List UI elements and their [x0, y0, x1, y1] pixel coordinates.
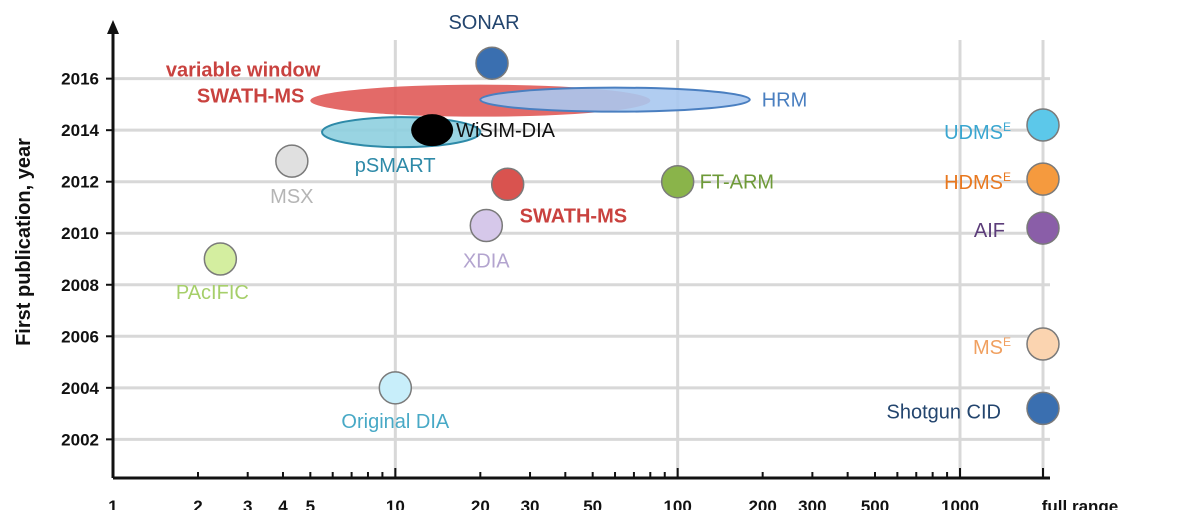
data-points	[203, 46, 1060, 426]
y-tick-label: 2004	[61, 379, 99, 398]
y-tick-label: 2016	[61, 70, 99, 89]
axes	[106, 20, 1050, 480]
y-axis-label: First publication, year	[13, 138, 35, 346]
x-tick-label: 500	[861, 497, 889, 510]
point-sonar	[475, 46, 509, 80]
point-label-text: PAcIFIC	[176, 282, 249, 304]
x-tick-label: 200	[748, 497, 776, 510]
point-label-text: FT-ARM	[700, 172, 774, 194]
x-tick-label: 1000	[941, 497, 979, 510]
point-label-text: SONAR	[448, 12, 519, 34]
point-label: WiSIM-DIA	[456, 120, 556, 142]
point-label-superscript: E	[1003, 170, 1011, 184]
point-udms	[1026, 108, 1060, 142]
point-label: AIF	[974, 220, 1005, 242]
range-label: SWATH-MS	[197, 86, 304, 108]
point-pacific	[203, 242, 238, 276]
point-ms	[1026, 327, 1060, 361]
point-label-text: HDMS	[944, 172, 1003, 194]
range-label: HRM	[762, 90, 808, 112]
point-label-text: Shotgun CID	[886, 401, 1001, 423]
y-axis-arrow	[107, 20, 119, 34]
point-label-text: WiSIM-DIA	[456, 120, 556, 142]
point-label: SONAR	[448, 12, 519, 34]
point-label-text: MSX	[270, 186, 313, 208]
point-label-text: SWATH-MS	[520, 205, 627, 227]
point-label: MSE	[973, 335, 1011, 359]
point-label: Shotgun CID	[886, 401, 1001, 423]
point-label-text: AIF	[974, 220, 1005, 242]
x-tick-label: 20	[471, 497, 490, 510]
point-aif	[1026, 211, 1060, 245]
point-label: MSX	[270, 186, 313, 208]
point-label: Original DIA	[341, 411, 449, 433]
x-tick-label: 3	[243, 497, 252, 510]
point-label: PAcIFIC	[176, 282, 249, 304]
point-label-text: XDIA	[463, 251, 510, 273]
point-msx	[275, 144, 309, 178]
x-tick-label: 2	[193, 497, 202, 510]
point-original-dia	[378, 371, 413, 405]
x-tick-label: 100	[663, 497, 691, 510]
point-label: SWATH-MS	[520, 205, 627, 227]
x-tick-label: 30	[521, 497, 540, 510]
point-label: UDMSE	[944, 120, 1011, 144]
x-tick-label: 5	[306, 497, 315, 510]
x-tick-label: 10	[386, 497, 405, 510]
point-shotgun-cid	[1026, 391, 1060, 426]
x-tick-label: 300	[798, 497, 826, 510]
point-label-superscript: E	[1003, 335, 1011, 349]
x-tick-label: 4	[278, 497, 288, 510]
range-hrm	[479, 86, 751, 113]
y-tick-label: 2012	[61, 173, 99, 192]
point-wisim-dia	[411, 114, 454, 147]
point-label: HDMSE	[944, 170, 1011, 194]
point-hdms	[1026, 162, 1060, 196]
point-label: XDIA	[463, 251, 510, 273]
point-label-text: Original DIA	[341, 411, 449, 433]
range-label: pSMART	[355, 155, 436, 177]
point-label-superscript: E	[1003, 120, 1011, 134]
x-tick-label: 50	[583, 497, 602, 510]
point-xdia	[469, 208, 504, 243]
y-tick-label: 2008	[61, 276, 99, 295]
point-label-text: UDMS	[944, 122, 1003, 144]
point-ft-arm	[660, 164, 695, 199]
x-tick-label: full range	[1042, 497, 1119, 510]
x-tick-label: 1	[108, 497, 117, 510]
point-label: FT-ARM	[700, 172, 774, 194]
y-tick-label: 2006	[61, 327, 99, 346]
point-swath-ms	[490, 167, 525, 202]
range-label: variable window	[166, 60, 321, 82]
point-labels: variable window SWATH-MS HRM pSMART SONAR WiS…	[166, 12, 1011, 433]
y-tick-label: 2014	[61, 121, 99, 140]
y-tick-label: 2010	[61, 224, 99, 243]
tick-labels: 2002 2004 2006 2008 2010 2012 2014 2016 1 2 3 4 5 10 2…	[61, 70, 1118, 510]
y-tick-label: 2002	[61, 430, 99, 449]
point-label-text: MS	[973, 337, 1003, 359]
